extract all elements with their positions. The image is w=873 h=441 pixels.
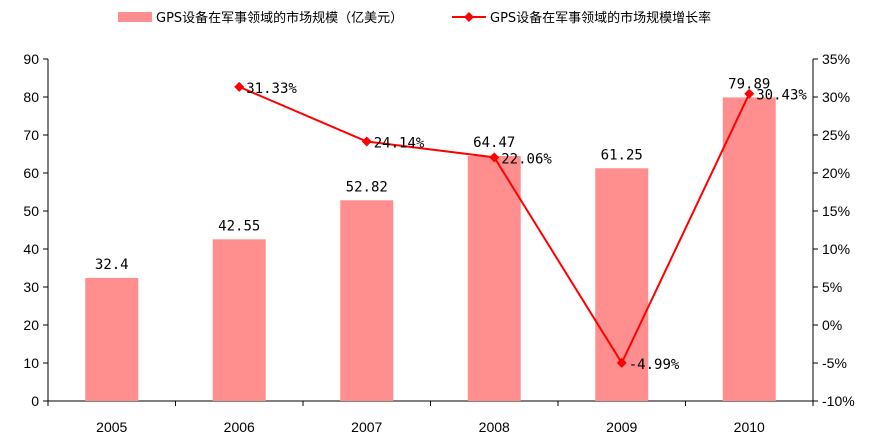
y-left-tick-label: 50 [23, 203, 39, 219]
line-point [234, 81, 245, 92]
line-data-label: 31.33% [246, 81, 297, 97]
y-left-tick-label: 60 [23, 165, 39, 181]
bar [212, 239, 266, 401]
line-point [361, 136, 372, 147]
y-right-tick-label: 15% [822, 203, 850, 219]
line-data-label: -4.99% [629, 357, 680, 373]
line-point [616, 357, 627, 368]
line-point [489, 152, 500, 163]
line-data-label: 22.06% [501, 151, 552, 167]
plot-area: 0 10 20 30 40 50 60 70 80 90 -10% -5% 0% 5% 10% 15% 20% 2… [23, 51, 854, 435]
y-right-tick-label: 10% [822, 241, 850, 257]
y-left-tick-label: 70 [23, 127, 39, 143]
y-left-tick-label: 90 [23, 51, 39, 67]
y-right-tick-label: -5% [822, 355, 847, 371]
y-right-tick-label: 20% [822, 165, 850, 181]
x-tick-label: 2005 [96, 419, 127, 435]
x-tick-label: 2006 [224, 419, 255, 435]
bar [85, 277, 139, 401]
y-right-tick-label: 0% [822, 317, 842, 333]
x-tick-label: 2010 [734, 419, 765, 435]
y-left-tick-label: 20 [23, 317, 39, 333]
y-right-tick-label: 35% [822, 51, 850, 67]
bar-data-label: 32.4 [95, 257, 129, 273]
line-data-label: 30.43% [756, 88, 807, 104]
y-left-tick-label: 40 [23, 241, 39, 257]
bar-data-label: 42.55 [218, 218, 260, 234]
bar [340, 200, 394, 401]
y-right-tick-label: -10% [822, 393, 855, 409]
y-left-tick-label: 80 [23, 89, 39, 105]
legend: GPS设备在军事领域的市场规模（亿美元） GPS设备在军事领域的市场规模增长率 [118, 10, 711, 26]
line-data-label: 24.14% [374, 136, 425, 152]
legend-bar-swatch [118, 12, 152, 22]
y-left-tick-label: 30 [23, 279, 39, 295]
bar [722, 97, 776, 401]
y-right-tick-label: 30% [822, 89, 850, 105]
x-tick-label: 2009 [606, 419, 637, 435]
line-point [744, 88, 755, 99]
bar-data-label: 52.82 [346, 179, 388, 195]
y-right-tick-label: 25% [822, 127, 850, 143]
legend-bar-label: GPS设备在军事领域的市场规模（亿美元） [156, 10, 403, 26]
bar-data-label: 61.25 [601, 147, 643, 163]
y-right-tick-label: 5% [822, 279, 842, 295]
y-left-tick-label: 0 [31, 393, 39, 409]
x-tick-label: 2008 [479, 419, 510, 435]
bar-data-label: 64.47 [473, 135, 515, 151]
legend-line-label: GPS设备在军事领域的市场规模增长率 [490, 10, 711, 26]
x-tick-label: 2007 [351, 419, 382, 435]
bar [467, 156, 521, 401]
y-left-tick-label: 10 [23, 355, 39, 371]
legend-line-marker [464, 12, 474, 22]
bar-data-label: 79.89 [728, 76, 770, 92]
